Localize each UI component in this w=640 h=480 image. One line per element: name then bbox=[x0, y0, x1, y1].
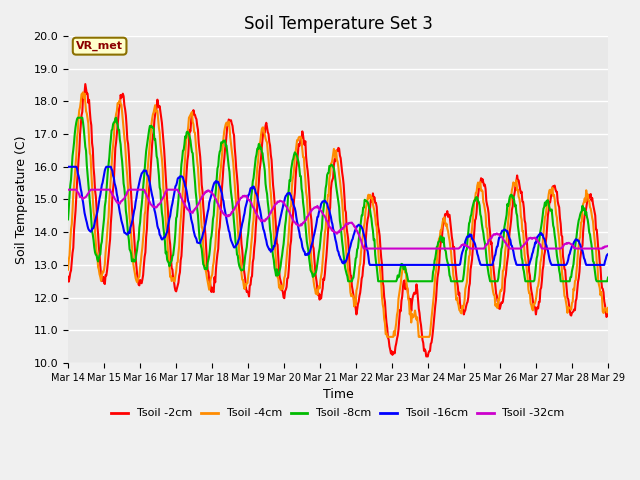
Line: Tsoil -32cm: Tsoil -32cm bbox=[68, 190, 608, 249]
Tsoil -2cm bbox=[64, 274, 72, 280]
Tsoil -2cm bbox=[420, 348, 428, 354]
Tsoil -16cm bbox=[184, 198, 192, 204]
Tsoil -32cm bbox=[74, 189, 82, 195]
Tsoil -32cm bbox=[404, 246, 412, 252]
Tsoil -16cm bbox=[404, 262, 412, 268]
Tsoil -4cm bbox=[421, 334, 429, 340]
Tsoil -2cm bbox=[185, 139, 193, 145]
Tsoil -4cm bbox=[131, 266, 138, 272]
Tsoil -32cm bbox=[213, 198, 221, 204]
Tsoil -2cm bbox=[404, 293, 412, 299]
Tsoil -16cm bbox=[74, 170, 82, 176]
Tsoil -4cm bbox=[185, 115, 193, 120]
Tsoil -4cm bbox=[79, 89, 87, 95]
Tsoil -4cm bbox=[604, 305, 612, 311]
Tsoil -8cm bbox=[74, 115, 82, 120]
Tsoil -8cm bbox=[604, 275, 612, 280]
Tsoil -2cm bbox=[604, 309, 612, 314]
Tsoil -32cm bbox=[184, 207, 192, 213]
Tsoil -32cm bbox=[420, 246, 428, 252]
Title: Soil Temperature Set 3: Soil Temperature Set 3 bbox=[244, 15, 433, 33]
Tsoil -8cm bbox=[344, 278, 352, 284]
Tsoil -8cm bbox=[64, 216, 72, 222]
Tsoil -16cm bbox=[213, 180, 221, 185]
Tsoil -4cm bbox=[64, 267, 72, 273]
Tsoil -4cm bbox=[74, 129, 82, 134]
Y-axis label: Soil Temperature (C): Soil Temperature (C) bbox=[15, 135, 28, 264]
X-axis label: Time: Time bbox=[323, 388, 353, 401]
Line: Tsoil -2cm: Tsoil -2cm bbox=[68, 84, 608, 357]
Tsoil -2cm bbox=[74, 169, 82, 175]
Tsoil -4cm bbox=[383, 334, 391, 340]
Legend: Tsoil -2cm, Tsoil -4cm, Tsoil -8cm, Tsoil -16cm, Tsoil -32cm: Tsoil -2cm, Tsoil -4cm, Tsoil -8cm, Tsoi… bbox=[107, 404, 569, 423]
Tsoil -16cm bbox=[64, 164, 72, 169]
Tsoil -32cm bbox=[129, 187, 137, 192]
Tsoil -32cm bbox=[604, 243, 612, 249]
Tsoil -4cm bbox=[214, 211, 221, 216]
Tsoil -16cm bbox=[129, 212, 137, 218]
Tsoil -2cm bbox=[422, 354, 430, 360]
Text: VR_met: VR_met bbox=[76, 41, 123, 51]
Tsoil -8cm bbox=[421, 278, 429, 284]
Tsoil -32cm bbox=[64, 187, 72, 192]
Tsoil -8cm bbox=[185, 131, 193, 137]
Tsoil -2cm bbox=[131, 233, 138, 239]
Line: Tsoil -4cm: Tsoil -4cm bbox=[68, 92, 608, 337]
Tsoil -8cm bbox=[131, 259, 138, 264]
Tsoil -16cm bbox=[420, 262, 428, 268]
Tsoil -4cm bbox=[405, 299, 413, 304]
Tsoil -8cm bbox=[214, 166, 221, 171]
Tsoil -8cm bbox=[75, 115, 83, 120]
Tsoil -2cm bbox=[81, 81, 89, 87]
Tsoil -16cm bbox=[604, 251, 612, 257]
Line: Tsoil -16cm: Tsoil -16cm bbox=[68, 167, 608, 265]
Tsoil -2cm bbox=[214, 251, 221, 257]
Tsoil -8cm bbox=[405, 278, 413, 284]
Tsoil -16cm bbox=[366, 262, 374, 268]
Line: Tsoil -8cm: Tsoil -8cm bbox=[68, 118, 608, 281]
Tsoil -32cm bbox=[360, 246, 368, 252]
